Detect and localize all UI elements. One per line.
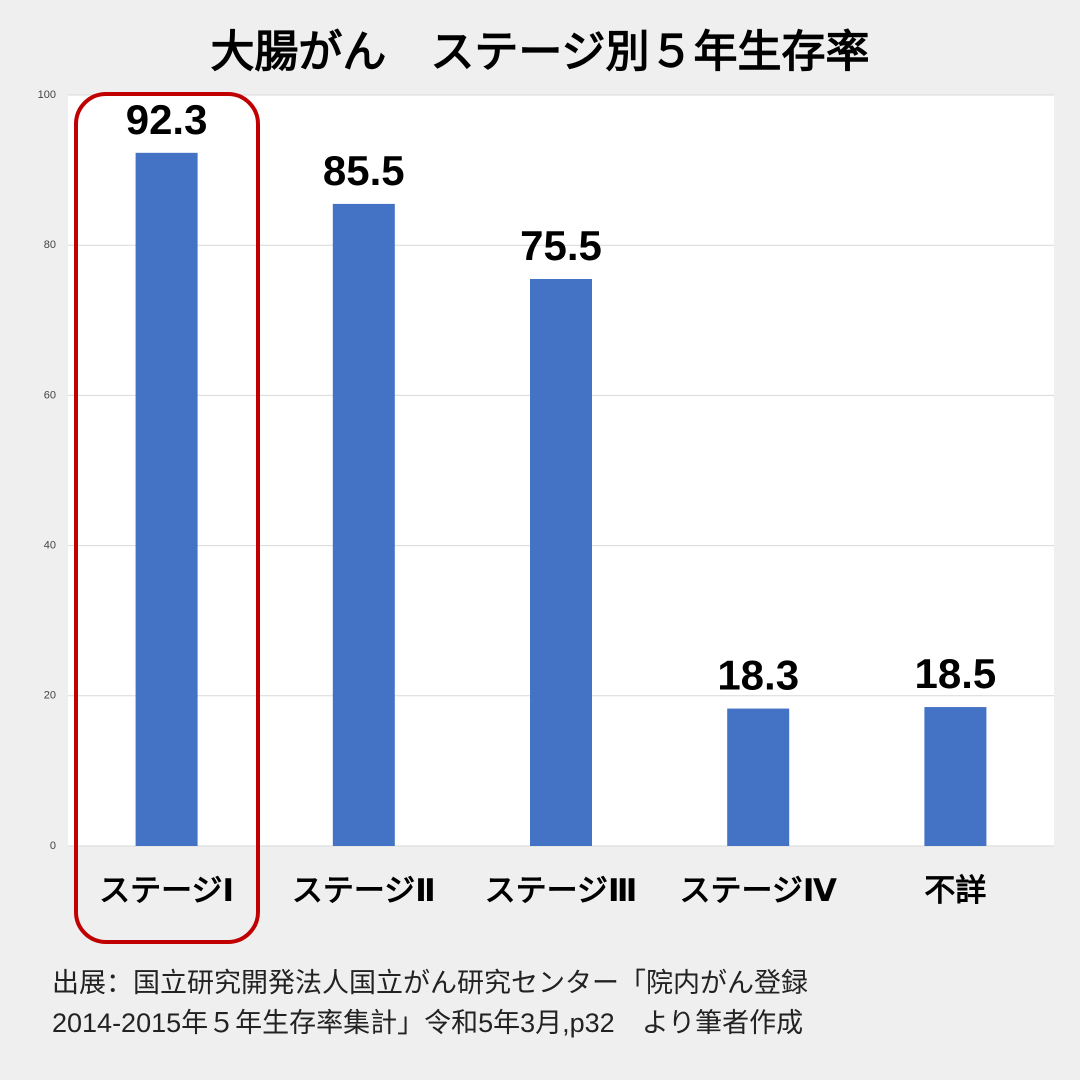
value-label: 85.5	[323, 147, 405, 194]
y-tick-label: 0	[50, 840, 56, 852]
y-tick-label: 40	[44, 540, 56, 552]
bar	[924, 707, 987, 846]
value-label: 92.3	[126, 96, 208, 143]
bar	[727, 708, 790, 846]
source-line: 2014-2015年５年生存率集計」令和5年3月,p32 より筆者作成	[52, 1008, 803, 1038]
value-label: 18.5	[915, 650, 997, 697]
x-tick-label: ステージⅠ	[99, 873, 234, 908]
x-tick-label: ステージⅢ	[485, 873, 638, 908]
y-tick-label: 60	[44, 389, 56, 401]
value-label: 75.5	[520, 222, 602, 269]
y-tick-label: 80	[44, 239, 56, 251]
bar	[135, 152, 198, 846]
chart-title: 大腸がん ステージ別５年生存率	[210, 28, 869, 77]
x-tick-label: 不詳	[924, 873, 986, 908]
x-tick-label: ステージⅣ	[679, 873, 836, 908]
bar	[332, 203, 395, 846]
source-line: 出展：国立研究開発法人国立がん研究センター「院内がん登録	[52, 968, 808, 998]
y-tick-label: 20	[44, 690, 56, 702]
highlight-box	[74, 92, 260, 944]
value-label: 18.3	[717, 652, 799, 699]
x-tick-label: ステージⅡ	[292, 873, 436, 908]
y-tick-label: 100	[38, 89, 56, 101]
bar	[530, 278, 592, 846]
